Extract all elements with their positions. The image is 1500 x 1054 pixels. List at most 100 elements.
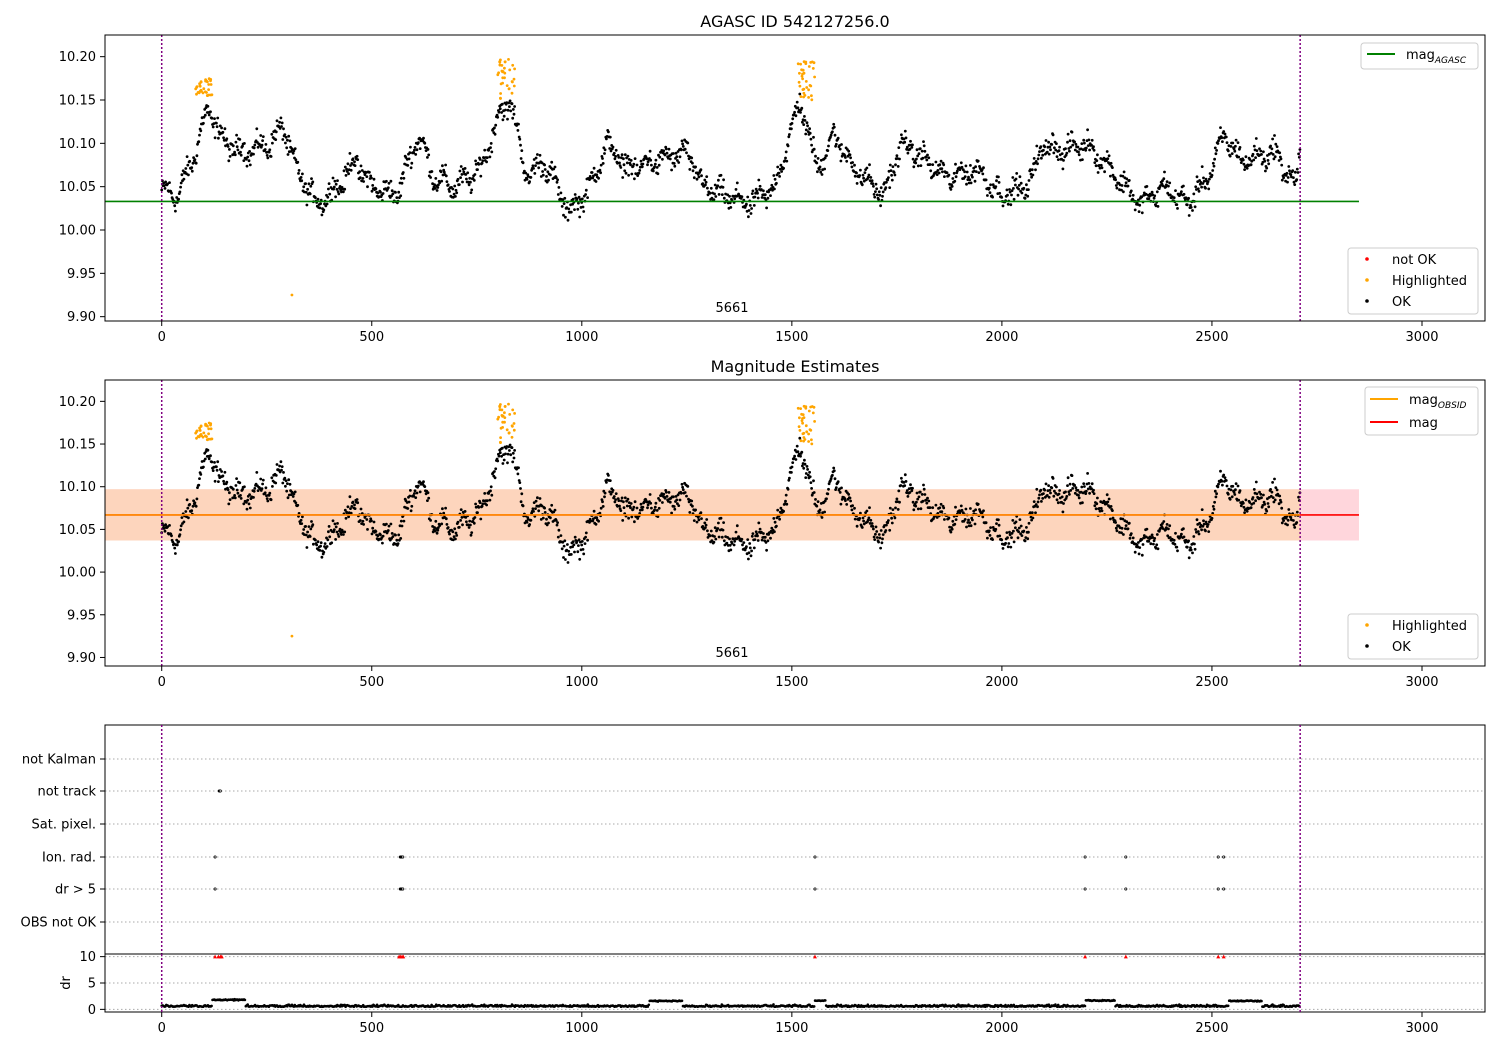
ok-point xyxy=(1263,160,1266,163)
highlighted-point xyxy=(209,78,212,81)
ok-point xyxy=(176,544,179,547)
ok-point xyxy=(764,536,767,539)
highlighted-point xyxy=(813,76,816,79)
ok-point xyxy=(349,152,352,155)
ok-point xyxy=(268,492,271,495)
ok-point xyxy=(379,533,382,536)
ok-point xyxy=(806,468,809,471)
ok-point xyxy=(327,530,330,533)
ok-point xyxy=(884,186,887,189)
ok-point xyxy=(720,174,723,177)
ok-point xyxy=(1132,194,1135,197)
y-tick-label: 10.20 xyxy=(59,50,96,65)
ok-point xyxy=(410,166,413,169)
ok-point xyxy=(302,528,305,531)
ok-point xyxy=(1252,496,1255,499)
ok-point xyxy=(921,150,924,153)
ok-point xyxy=(1212,505,1215,508)
ok-point xyxy=(534,164,537,167)
ok-point xyxy=(1052,477,1055,480)
ok-point xyxy=(259,478,262,481)
ok-point xyxy=(490,142,493,145)
ok-point xyxy=(507,453,510,456)
ok-point xyxy=(929,163,932,166)
ok-point xyxy=(1082,482,1085,485)
ok-point xyxy=(262,479,265,482)
ok-point xyxy=(733,197,736,200)
ok-point xyxy=(1252,502,1255,505)
ok-point xyxy=(997,518,1000,521)
ok-point xyxy=(759,185,762,188)
ok-point xyxy=(621,497,624,500)
ok-point xyxy=(1096,497,1099,500)
ok-point xyxy=(868,174,871,177)
ok-point xyxy=(1000,539,1003,542)
ok-point xyxy=(1004,542,1007,545)
ok-point xyxy=(542,174,545,177)
ok-point xyxy=(1045,483,1048,486)
ok-point xyxy=(211,461,214,464)
ok-point xyxy=(942,507,945,510)
ok-point xyxy=(619,509,622,512)
ok-point xyxy=(859,512,862,515)
ok-point xyxy=(470,534,473,537)
ok-point xyxy=(536,496,539,499)
ok-point xyxy=(534,507,537,510)
ok-point xyxy=(951,185,954,188)
ok-point xyxy=(871,525,874,528)
ok-point xyxy=(427,154,430,157)
ok-point xyxy=(447,183,450,186)
ok-point xyxy=(698,519,701,522)
highlighted-point xyxy=(809,406,812,409)
highlighted-point xyxy=(291,635,294,638)
ok-point xyxy=(746,538,749,541)
ok-point xyxy=(199,473,202,476)
ok-point xyxy=(1194,205,1197,208)
ok-point xyxy=(905,480,908,483)
ok-point xyxy=(1103,170,1106,173)
ok-point xyxy=(982,166,985,169)
ok-point xyxy=(468,177,471,180)
ok-point xyxy=(481,503,484,506)
ok-point xyxy=(951,520,954,523)
ok-point xyxy=(728,195,731,198)
dr-points xyxy=(160,955,1300,1008)
ok-point xyxy=(225,137,228,140)
ok-point xyxy=(851,504,854,507)
ok-point xyxy=(382,535,385,538)
ok-point xyxy=(1114,521,1117,524)
ok-point xyxy=(237,492,240,495)
ok-point xyxy=(186,164,189,167)
ok-point xyxy=(621,176,624,179)
ok-point xyxy=(981,516,984,519)
ok-point xyxy=(1071,474,1074,477)
ok-point xyxy=(1106,493,1109,496)
ok-point xyxy=(253,144,256,147)
ok-point xyxy=(669,501,672,504)
ok-point xyxy=(317,540,320,543)
y-tick-label: 10.05 xyxy=(59,180,96,195)
ok-point xyxy=(1045,139,1048,142)
ok-point xyxy=(213,461,216,464)
ok-point xyxy=(586,539,589,542)
ok-point xyxy=(440,180,443,183)
ok-point xyxy=(808,471,811,474)
ok-point xyxy=(1278,151,1281,154)
ok-point xyxy=(410,162,413,165)
ok-point xyxy=(1222,130,1225,133)
ok-point xyxy=(174,210,177,213)
ok-point xyxy=(1260,153,1263,156)
ok-point xyxy=(573,551,576,554)
ok-point xyxy=(782,510,785,513)
legend-lines: magOBSID mag xyxy=(1365,387,1478,435)
ok-point xyxy=(943,518,946,521)
flag-row-label: Sat. pixel. xyxy=(32,818,96,833)
dr-point xyxy=(824,999,827,1002)
ok-point xyxy=(242,159,245,162)
ok-point xyxy=(461,523,464,526)
ok-point xyxy=(1032,517,1035,520)
ok-point xyxy=(447,526,450,529)
ok-point xyxy=(1043,489,1046,492)
ok-point xyxy=(235,484,238,487)
ok-point xyxy=(1222,474,1225,477)
